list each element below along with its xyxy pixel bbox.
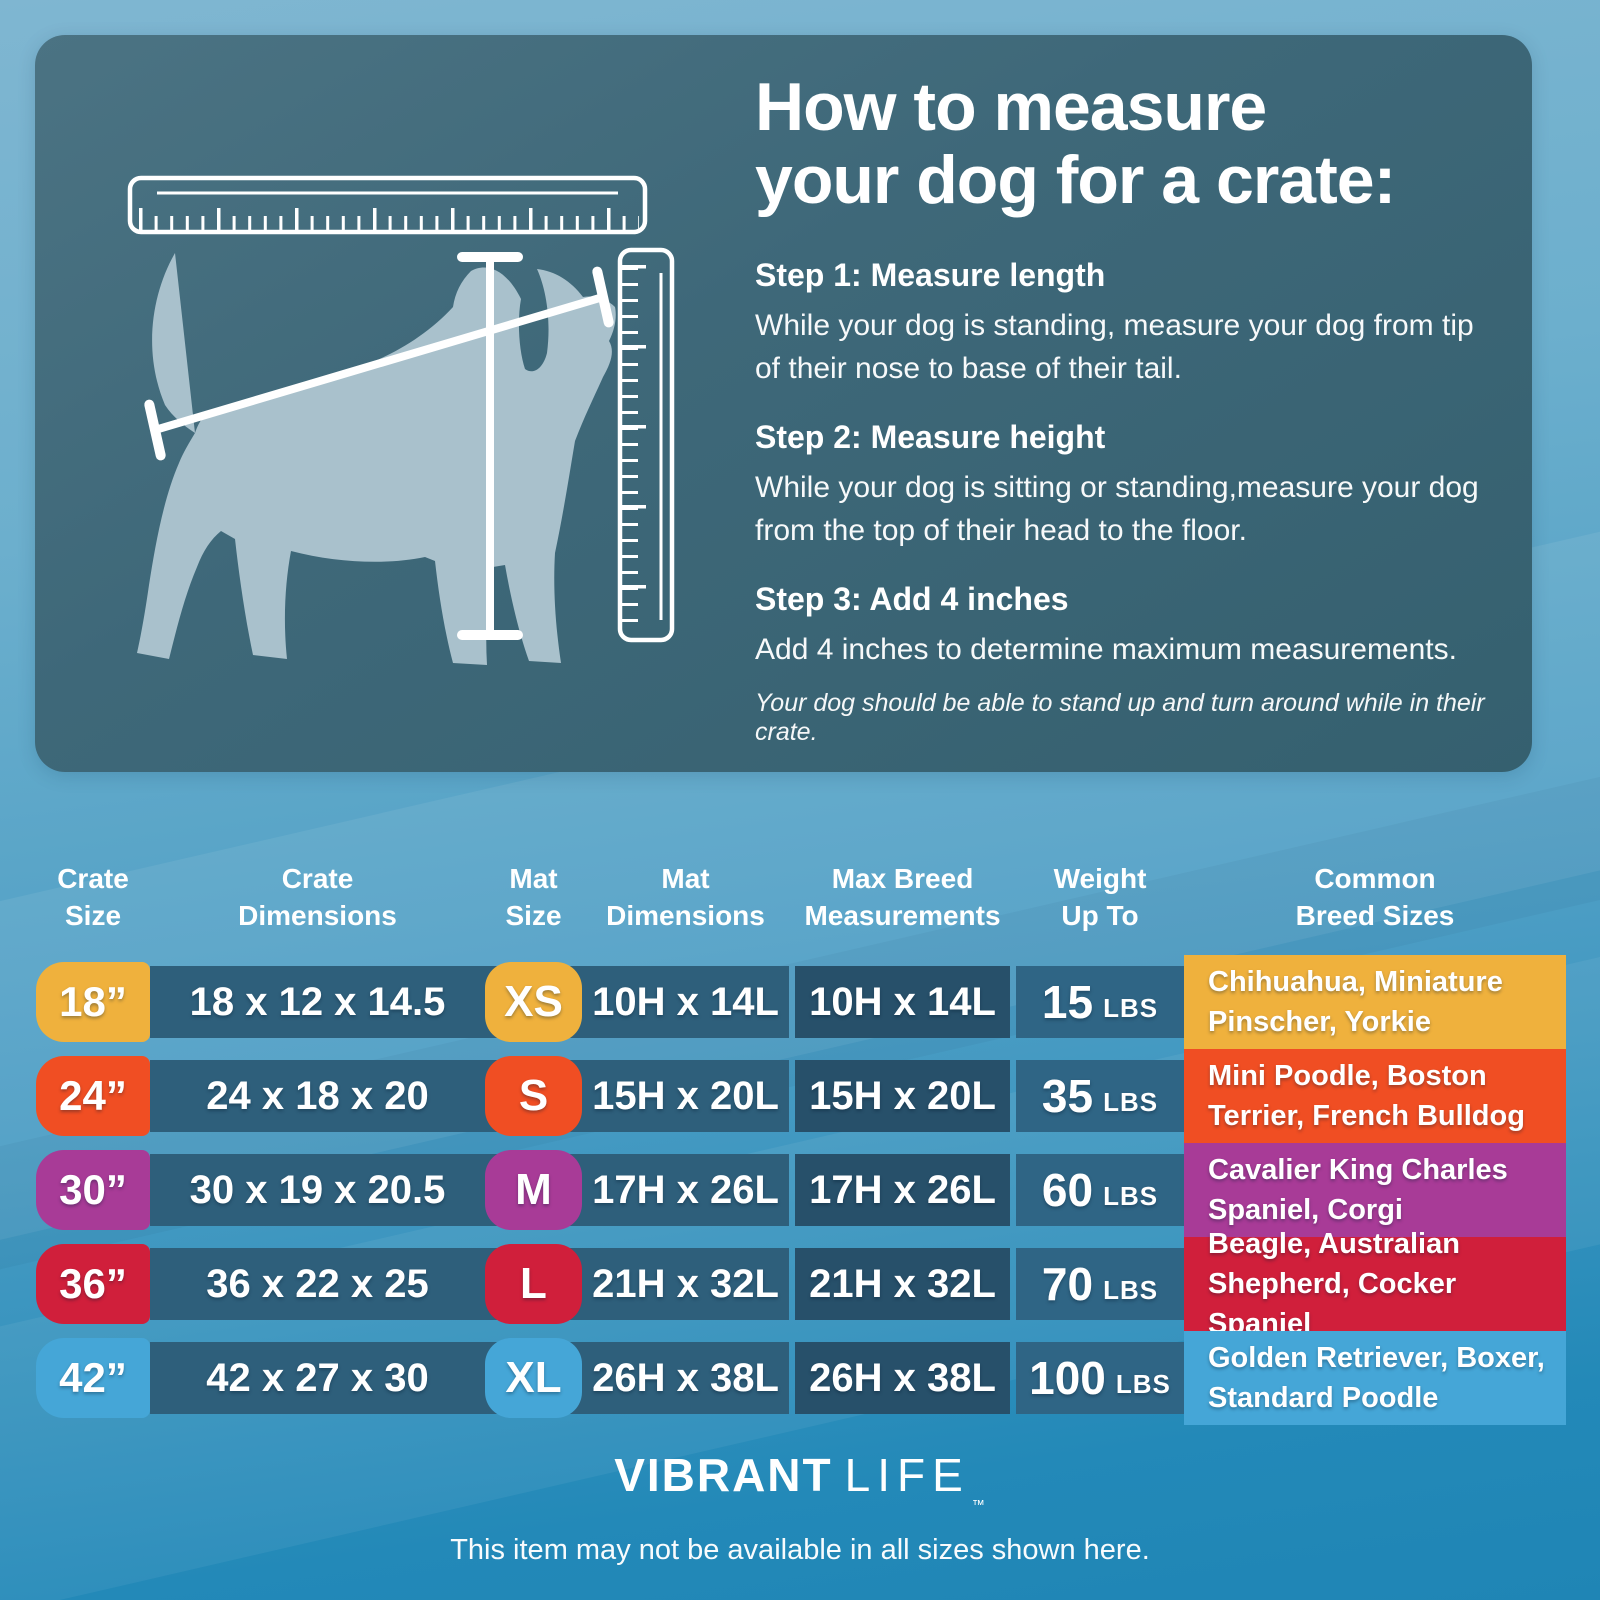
length-measure-line — [144, 266, 614, 461]
row-bar: 42 x 27 x 30 XL 26H x 38L — [150, 1338, 789, 1418]
common-breeds-cell: Mini Poodle, Boston Terrier, French Bull… — [1184, 1049, 1566, 1143]
weight-cell: 15 LBS — [1016, 966, 1184, 1038]
row-bar: 18 x 12 x 14.5 XS 10H x 14L — [150, 962, 789, 1042]
table-row: 42” 42 x 27 x 30 XL 26H x 38L 26H x 38L … — [36, 1331, 1566, 1425]
crate-size-pill: 18” — [36, 962, 150, 1042]
step-3: Step 3: Add 4 inches Add 4 inches to det… — [755, 581, 1510, 672]
weight-unit: LBS — [1103, 992, 1159, 1023]
common-breeds-cell: Chihuahua, Miniature Pinscher, Yorkie — [1184, 955, 1566, 1049]
weight-value: 15 — [1041, 976, 1094, 1028]
weight-unit: LBS — [1115, 1368, 1171, 1399]
dog-measurement-illustration — [55, 115, 715, 765]
header-crate-dimensions: Crate Dimensions — [238, 863, 397, 931]
header-crate-size: Crate Size — [57, 863, 129, 931]
crate-dimensions-cell: 42 x 27 x 30 — [206, 1355, 429, 1400]
page-title: How to measure your dog for a crate: — [755, 71, 1510, 217]
step-1-heading: Step 1: Measure length — [755, 256, 1106, 293]
max-breed-measurements-cell: 15H x 20L — [795, 1060, 1010, 1132]
mat-size-pill: XL — [485, 1338, 582, 1418]
crate-dimensions-cell: 24 x 18 x 20 — [206, 1073, 429, 1118]
title-line-1: How to measure — [755, 69, 1267, 145]
table-row: 30” 30 x 19 x 20.5 M 17H x 26L 17H x 26L… — [36, 1143, 1566, 1237]
availability-disclaimer: This item may not be available in all si… — [450, 1534, 1150, 1566]
step-3-heading: Step 3: Add 4 inches — [755, 580, 1069, 617]
step-1-body: While your dog is standing, measure your… — [755, 308, 1474, 386]
table-row: 36” 36 x 22 x 25 L 21H x 32L 21H x 32L 7… — [36, 1228, 1566, 1340]
header-mat-dimensions: Mat Dimensions — [606, 863, 765, 931]
step-2-body: While your dog is sitting or standing,me… — [755, 470, 1479, 548]
mat-size-pill: L — [485, 1244, 582, 1324]
crate-size-pill: 36” — [36, 1244, 150, 1324]
measure-instructions-panel: How to measure your dog for a crate: Ste… — [35, 35, 1532, 772]
row-bar: 30 x 19 x 20.5 M 17H x 26L — [150, 1150, 789, 1230]
weight-cell: 100 LBS — [1016, 1342, 1184, 1414]
header-mat-size: Mat Size — [505, 863, 562, 931]
mat-dimensions-cell: 17H x 26L — [592, 1167, 779, 1212]
instructions-column: How to measure your dog for a crate: Ste… — [755, 71, 1510, 747]
crate-size-pill: 24” — [36, 1056, 150, 1136]
title-line-2: your dog for a crate: — [755, 141, 1396, 218]
footer: VIBRANT LIFE™ This item may not be availa… — [0, 1448, 1600, 1567]
mat-dimensions-cell: 15H x 20L — [592, 1073, 779, 1118]
size-table: 18” 18 x 12 x 14.5 XS 10H x 14L 10H x 14… — [36, 955, 1566, 1425]
max-breed-measurements-cell: 10H x 14L — [795, 966, 1010, 1038]
vibrant-life-logo: VIBRANT LIFE™ — [0, 1448, 1600, 1512]
weight-value: 60 — [1041, 1164, 1094, 1216]
crate-dimensions-cell: 18 x 12 x 14.5 — [189, 979, 446, 1024]
header-common-breed-sizes: Common Breed Sizes — [1295, 863, 1455, 931]
mat-dimensions-cell: 10H x 14L — [592, 979, 779, 1024]
crate-size-pill: 30” — [36, 1150, 150, 1230]
mat-dimensions-cell: 26H x 38L — [592, 1355, 779, 1400]
weight-value: 100 — [1029, 1352, 1106, 1404]
table-row: 24” 24 x 18 x 20 S 15H x 20L 15H x 20L 3… — [36, 1049, 1566, 1143]
common-breeds-cell: Cavalier King Charles Spaniel, Corgi — [1184, 1143, 1566, 1237]
row-bar: 24 x 18 x 20 S 15H x 20L — [150, 1056, 789, 1136]
weight-unit: LBS — [1103, 1180, 1159, 1211]
brand-word-vibrant: VIBRANT — [614, 1449, 833, 1501]
weight-value: 70 — [1041, 1258, 1094, 1310]
brand-word-life: LIFE — [844, 1449, 970, 1501]
crate-dimensions-cell: 30 x 19 x 20.5 — [189, 1167, 446, 1212]
horizontal-ruler-icon — [127, 175, 648, 235]
mat-size-pill: XS — [485, 962, 582, 1042]
header-max-breed-measurements: Max Breed Measurements — [804, 863, 1001, 931]
step-3-body: Add 4 inches to determine maximum measur… — [755, 632, 1457, 666]
trademark-symbol: ™ — [971, 1497, 986, 1512]
crate-size-pill: 42” — [36, 1338, 150, 1418]
mat-dimensions-cell: 21H x 32L — [592, 1261, 779, 1306]
step-2: Step 2: Measure height While your dog is… — [755, 419, 1510, 553]
height-measure-line — [457, 252, 523, 640]
crate-note: Your dog should be able to stand up and … — [755, 689, 1485, 746]
weight-unit: LBS — [1103, 1086, 1159, 1117]
header-weight-up-to: Weight Up To — [1053, 863, 1147, 931]
dog-measurement-svg — [127, 175, 675, 665]
weight-cell: 70 LBS — [1016, 1248, 1184, 1320]
max-breed-measurements-cell: 17H x 26L — [795, 1154, 1010, 1226]
step-1: Step 1: Measure length While your dog is… — [755, 257, 1510, 391]
common-breeds-cell: Golden Retriever, Boxer, Standard Poodle — [1184, 1331, 1566, 1425]
row-bar: 36 x 22 x 25 L 21H x 32L — [150, 1244, 789, 1324]
step-2-heading: Step 2: Measure height — [755, 418, 1106, 455]
vertical-ruler-icon — [617, 247, 675, 643]
dog-silhouette — [137, 253, 616, 665]
max-breed-measurements-cell: 21H x 32L — [795, 1248, 1010, 1320]
table-row: 18” 18 x 12 x 14.5 XS 10H x 14L 10H x 14… — [36, 955, 1566, 1049]
crate-dimensions-cell: 36 x 22 x 25 — [206, 1261, 429, 1306]
mat-size-pill: S — [485, 1056, 582, 1136]
weight-value: 35 — [1041, 1070, 1094, 1122]
weight-cell: 60 LBS — [1016, 1154, 1184, 1226]
common-breeds-cell: Beagle, Australian Shepherd, Cocker Span… — [1184, 1228, 1566, 1340]
mat-size-pill: M — [485, 1150, 582, 1230]
weight-unit: LBS — [1103, 1274, 1159, 1305]
size-table-header: Crate Size Crate Dimensions Mat Size Mat… — [36, 850, 1566, 945]
max-breed-measurements-cell: 26H x 38L — [795, 1342, 1010, 1414]
weight-cell: 35 LBS — [1016, 1060, 1184, 1132]
